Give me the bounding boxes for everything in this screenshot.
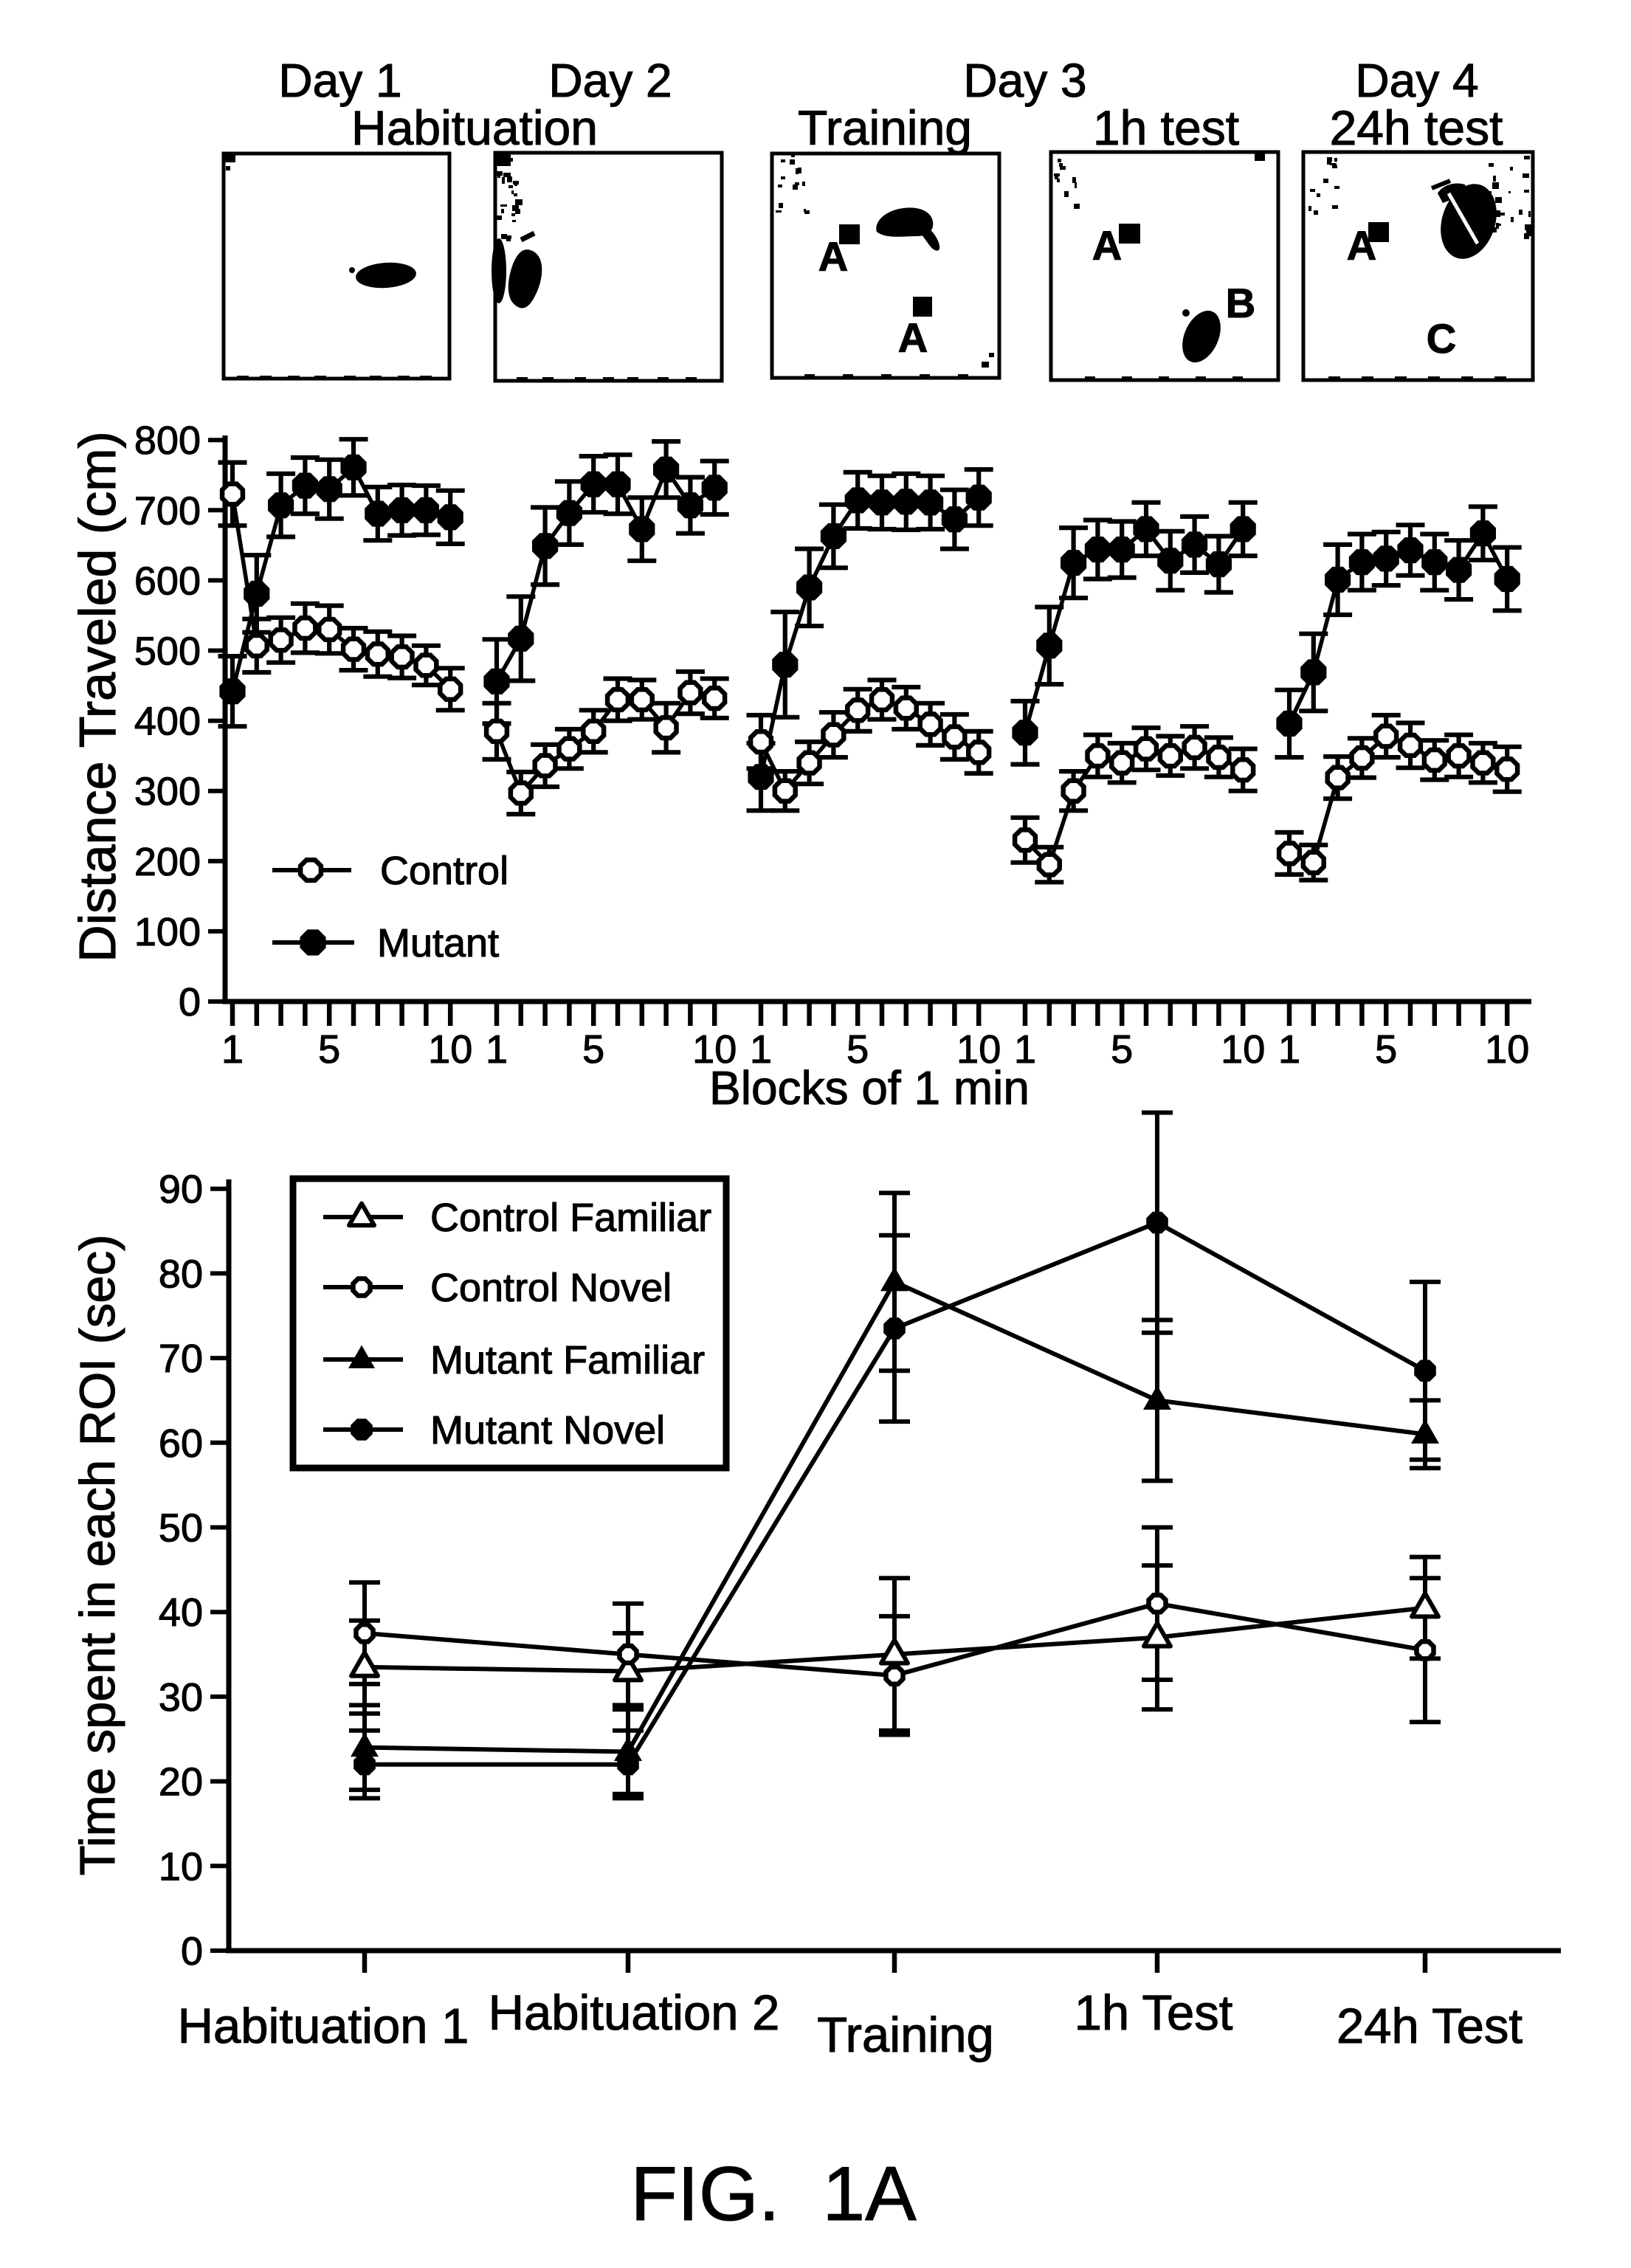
svg-text:24h Test: 24h Test [1337, 1999, 1523, 2054]
svg-text:10: 10 [428, 1027, 472, 1072]
svg-text:60: 60 [159, 1421, 203, 1466]
svg-text:1: 1 [221, 1027, 244, 1072]
svg-text:Mutant: Mutant [377, 921, 499, 965]
svg-text:Habituation 2: Habituation 2 [489, 1985, 780, 2041]
svg-text:A: A [1092, 222, 1122, 269]
svg-text:80: 80 [159, 1252, 203, 1296]
svg-text:800: 800 [134, 418, 201, 463]
svg-text:5: 5 [582, 1027, 604, 1072]
svg-text:A: A [818, 233, 848, 280]
svg-text:70: 70 [159, 1337, 203, 1381]
svg-text:1: 1 [1014, 1027, 1036, 1072]
svg-text:Time spent in each ROI (sec): Time spent in each ROI (sec) [70, 1235, 125, 1876]
svg-text:10: 10 [159, 1844, 203, 1889]
svg-text:Mutant Familiar: Mutant Familiar [430, 1338, 705, 1382]
svg-text:Distance Traveled (cm): Distance Traveled (cm) [69, 431, 126, 962]
svg-text:Habituation 1: Habituation 1 [178, 1999, 469, 2054]
svg-text:400: 400 [134, 700, 201, 744]
svg-text:A: A [898, 314, 928, 361]
svg-text:10: 10 [1485, 1027, 1529, 1072]
svg-text:40: 40 [159, 1590, 203, 1635]
svg-text:30: 30 [159, 1675, 203, 1720]
svg-text:10: 10 [956, 1027, 1001, 1072]
svg-text:Day 1: Day 1 [278, 54, 401, 107]
svg-text:B: B [1226, 280, 1255, 326]
svg-text:90: 90 [159, 1168, 203, 1212]
svg-text:500: 500 [134, 630, 201, 674]
svg-text:1: 1 [750, 1027, 772, 1072]
svg-text:Day 3: Day 3 [963, 54, 1086, 107]
svg-text:5: 5 [1111, 1027, 1133, 1072]
svg-text:Day 2: Day 2 [548, 54, 672, 107]
svg-text:24h test: 24h test [1330, 100, 1503, 155]
svg-text:C: C [1427, 315, 1456, 362]
svg-text:700: 700 [134, 489, 201, 533]
svg-text:Habituation: Habituation [351, 100, 598, 155]
svg-text:Mutant Novel: Mutant Novel [430, 1408, 665, 1452]
svg-text:Control Familiar: Control Familiar [430, 1196, 711, 1240]
svg-text:5: 5 [318, 1027, 340, 1072]
svg-text:600: 600 [134, 559, 201, 603]
svg-text:10: 10 [692, 1027, 737, 1072]
svg-text:1h test: 1h test [1093, 100, 1239, 155]
svg-text:20: 20 [159, 1760, 203, 1805]
svg-text:5: 5 [846, 1027, 869, 1072]
svg-text:Training: Training [798, 100, 972, 155]
svg-text:0: 0 [181, 1929, 203, 1974]
svg-text:1: 1 [1278, 1027, 1300, 1072]
svg-text:FIG. 1A: FIG. 1A [630, 2151, 917, 2237]
svg-text:300: 300 [134, 770, 201, 814]
svg-text:100: 100 [134, 910, 201, 954]
svg-text:5: 5 [1375, 1027, 1397, 1072]
svg-text:Training: Training [817, 2007, 994, 2063]
svg-text:1: 1 [486, 1027, 508, 1072]
svg-text:Blocks of 1 min: Blocks of 1 min [709, 1061, 1030, 1114]
svg-text:50: 50 [159, 1506, 203, 1551]
svg-text:200: 200 [134, 840, 201, 884]
svg-text:Control Novel: Control Novel [430, 1266, 672, 1310]
svg-text:10: 10 [1221, 1027, 1265, 1072]
svg-text:Control: Control [380, 849, 508, 893]
svg-text:0: 0 [179, 980, 201, 1024]
svg-text:1h Test: 1h Test [1075, 1985, 1233, 2041]
svg-text:Day 4: Day 4 [1355, 54, 1478, 107]
